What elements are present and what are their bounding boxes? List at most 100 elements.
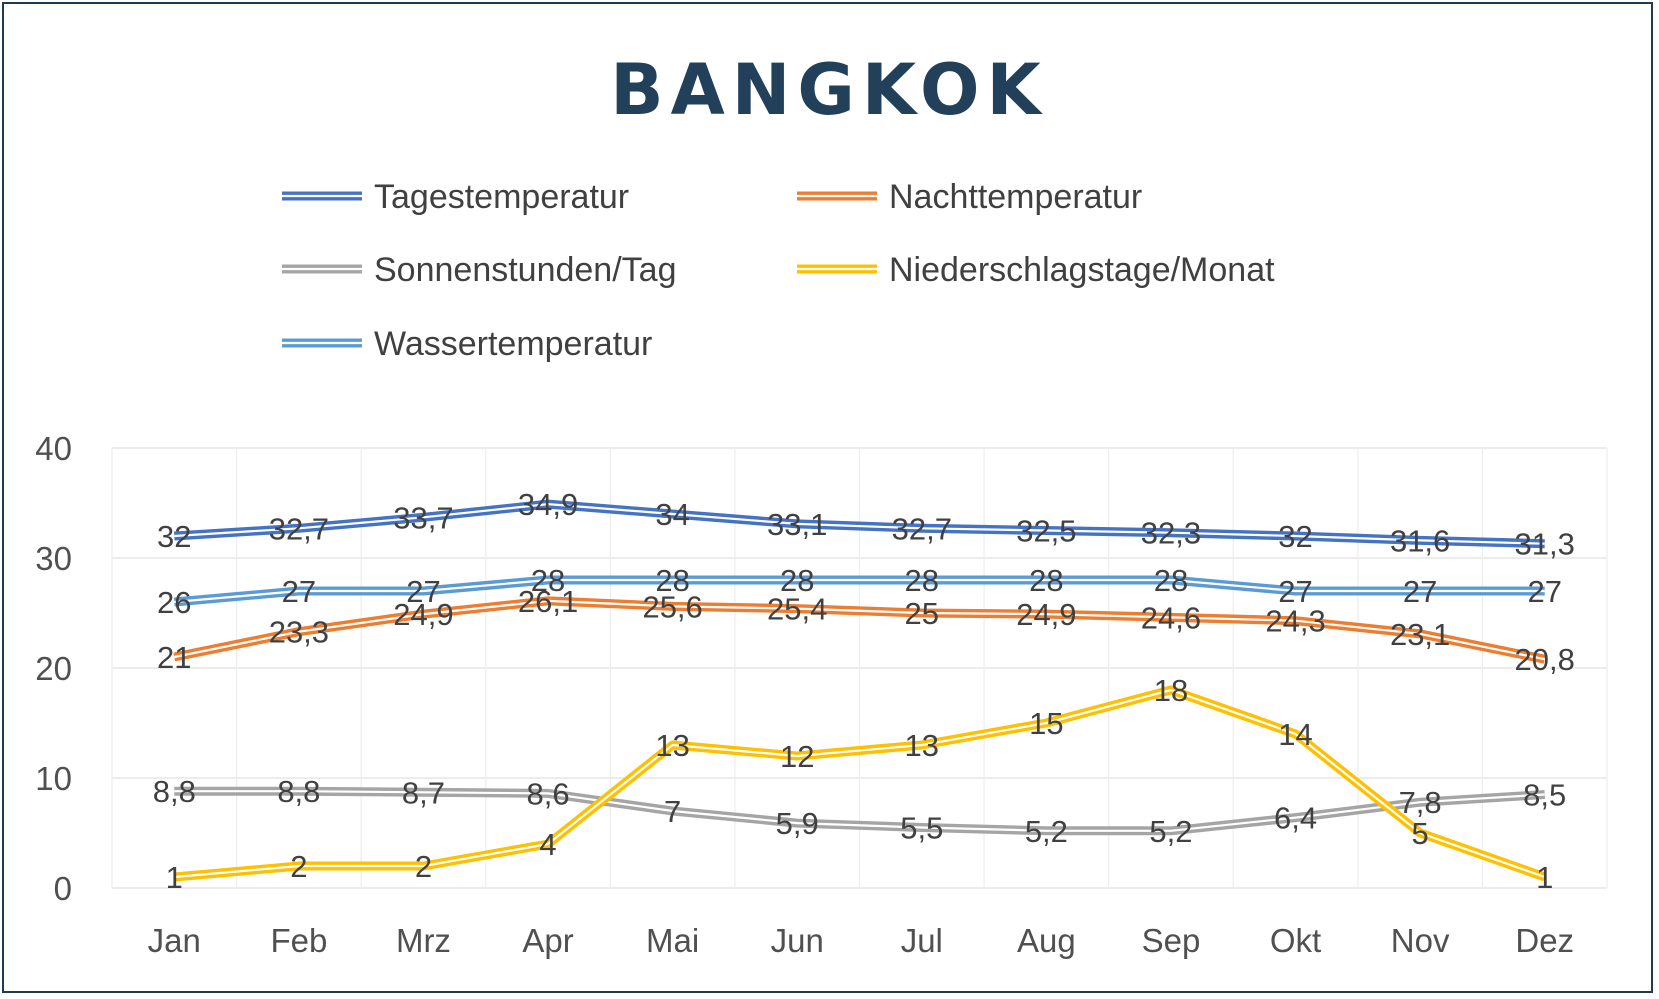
series-niederschlagstage-monat [173, 685, 1547, 882]
data-label-nachttemperatur: 24,3 [1265, 604, 1325, 639]
x-tick-label: Feb [270, 922, 327, 959]
data-label-niederschlagstage-monat: 13 [655, 728, 689, 763]
data-label-wassertemperatur: 27 [1527, 574, 1561, 609]
data-label-wassertemperatur: 27 [1403, 574, 1437, 609]
data-label-sonnenstunden-tag: 7,8 [1399, 785, 1442, 820]
data-label-tagestemperatur: 33,1 [767, 507, 827, 542]
data-label-tagestemperatur: 33,7 [393, 500, 453, 535]
data-label-niederschlagstage-monat: 18 [1154, 673, 1188, 708]
data-label-tagestemperatur: 31,6 [1390, 523, 1450, 558]
y-tick-label: 30 [35, 540, 72, 577]
data-label-sonnenstunden-tag: 6,4 [1274, 801, 1317, 836]
data-label-niederschlagstage-monat: 12 [780, 739, 814, 774]
grid [111, 447, 1608, 889]
legend: Tagestemperatur Nachttemperatur Sonnenstun… [282, 178, 1275, 363]
data-label-tagestemperatur: 32 [157, 519, 191, 554]
data-label-sonnenstunden-tag: 5,9 [776, 806, 819, 841]
data-label-sonnenstunden-tag: 5,2 [1149, 814, 1192, 849]
x-tick-label: Aug [1017, 922, 1076, 959]
series-line-gap-wassertemperatur [174, 578, 1545, 604]
data-label-nachttemperatur: 24,6 [1141, 600, 1201, 635]
data-label-wassertemperatur: 28 [655, 563, 689, 598]
data-label-nachttemperatur: 23,3 [269, 615, 329, 650]
data-label-tagestemperatur: 34 [655, 497, 689, 532]
data-label-niederschlagstage-monat: 2 [415, 849, 432, 884]
y-tick-label: 40 [35, 430, 72, 467]
chart-title: BANGKOK [610, 49, 1047, 131]
y-tick-label: 20 [35, 650, 72, 687]
x-tick-label: Sep [1142, 922, 1201, 959]
x-tick-label: Jan [148, 922, 201, 959]
data-label-wassertemperatur: 28 [531, 563, 565, 598]
data-label-sonnenstunden-tag: 8,8 [153, 774, 196, 809]
data-label-tagestemperatur: 34,9 [518, 487, 578, 522]
x-tick-label: Nov [1391, 922, 1450, 959]
data-label-niederschlagstage-monat: 1 [166, 860, 183, 895]
legend-label: Nachttemperatur [889, 178, 1142, 216]
legend-item-sonnenstunden-tag: Sonnenstunden/Tag [282, 251, 676, 289]
data-label-nachttemperatur: 24,9 [1016, 597, 1076, 632]
data-label-sonnenstunden-tag: 8,6 [526, 776, 569, 811]
data-label-niederschlagstage-monat: 2 [290, 849, 307, 884]
x-tick-label: Okt [1270, 922, 1321, 959]
data-label-niederschlagstage-monat: 14 [1278, 717, 1312, 752]
series-line-gap-tagestemperatur [174, 503, 1545, 545]
legend-item-wassertemperatur: Wassertemperatur [282, 325, 652, 363]
series-line-gap-sonnenstunden-tag [174, 790, 1545, 832]
x-tick-label: Mai [646, 922, 699, 959]
data-label-wassertemperatur: 27 [282, 574, 316, 609]
series-nachttemperatur [173, 596, 1546, 664]
series-tagestemperatur [174, 499, 1545, 549]
data-label-niederschlagstage-monat: 13 [905, 728, 939, 763]
data-label-wassertemperatur: 28 [905, 563, 939, 598]
data-label-wassertemperatur: 27 [406, 574, 440, 609]
data-label-niederschlagstage-monat: 1 [1536, 860, 1553, 895]
legend-label: Niederschlagstage/Monat [889, 251, 1275, 289]
data-label-sonnenstunden-tag: 8,8 [277, 774, 320, 809]
data-label-nachttemperatur: 21 [157, 640, 191, 675]
data-label-nachttemperatur: 25,6 [642, 589, 702, 624]
data-label-tagestemperatur: 31,3 [1515, 527, 1575, 562]
data-label-wassertemperatur: 28 [1154, 563, 1188, 598]
legend-item-nachttemperatur: Nachttemperatur [797, 178, 1142, 216]
x-tick-label: Mrz [396, 922, 451, 959]
series-line-gap-nachttemperatur [174, 599, 1545, 661]
data-label-niederschlagstage-monat: 4 [539, 827, 556, 862]
series-wassertemperatur [173, 575, 1545, 607]
data-label-sonnenstunden-tag: 5,5 [900, 811, 943, 846]
x-tick-label: Apr [522, 922, 573, 959]
x-tick-label: Dez [1515, 922, 1574, 959]
legend-item-tagestemperatur: Tagestemperatur [282, 178, 629, 216]
data-label-tagestemperatur: 32 [1278, 519, 1312, 554]
y-tick-label: 10 [35, 760, 72, 797]
data-label-sonnenstunden-tag: 7 [664, 794, 681, 829]
data-label-nachttemperatur: 24,9 [393, 597, 453, 632]
data-label-wassertemperatur: 26 [157, 585, 191, 620]
data-label-tagestemperatur: 32,7 [892, 511, 952, 546]
series-layer [173, 499, 1547, 882]
x-tick-label: Jun [771, 922, 824, 959]
data-label-niederschlagstage-monat: 5 [1412, 816, 1429, 851]
data-label-nachttemperatur: 26,1 [518, 584, 578, 619]
y-tick-label: 0 [54, 870, 72, 907]
data-label-sonnenstunden-tag: 8,7 [402, 775, 445, 810]
data-label-nachttemperatur: 25 [905, 596, 939, 631]
axes: 0 10 20 30 40 Jan Feb Mrz Apr Mai Jun Jul Aug Sep Okt N… [35, 430, 1574, 959]
data-label-wassertemperatur: 28 [1029, 563, 1063, 598]
legend-label: Tagestemperatur [374, 178, 629, 216]
data-label-nachttemperatur: 23,1 [1390, 617, 1450, 652]
series-sonnenstunden-tag [174, 786, 1545, 836]
data-label-nachttemperatur: 20,8 [1515, 642, 1575, 677]
data-label-wassertemperatur: 27 [1278, 574, 1312, 609]
data-labels: 32 32,7 33,7 34,9 34 33,1 32,7 32,5 32,3 32 31,6 31… [153, 487, 1575, 895]
data-label-nachttemperatur: 25,4 [767, 592, 827, 627]
legend-label: Sonnenstunden/Tag [374, 251, 676, 289]
data-label-wassertemperatur: 28 [780, 563, 814, 598]
legend-item-niederschlagstage-monat: Niederschlagstage/Monat [797, 251, 1275, 289]
series-line-gap-niederschlagstage-monat [174, 688, 1546, 879]
data-label-sonnenstunden-tag: 8,5 [1523, 778, 1566, 813]
data-label-tagestemperatur: 32,5 [1016, 514, 1076, 549]
legend-label: Wassertemperatur [374, 325, 652, 363]
data-label-tagestemperatur: 32,7 [269, 511, 329, 546]
x-tick-label: Jul [901, 922, 943, 959]
